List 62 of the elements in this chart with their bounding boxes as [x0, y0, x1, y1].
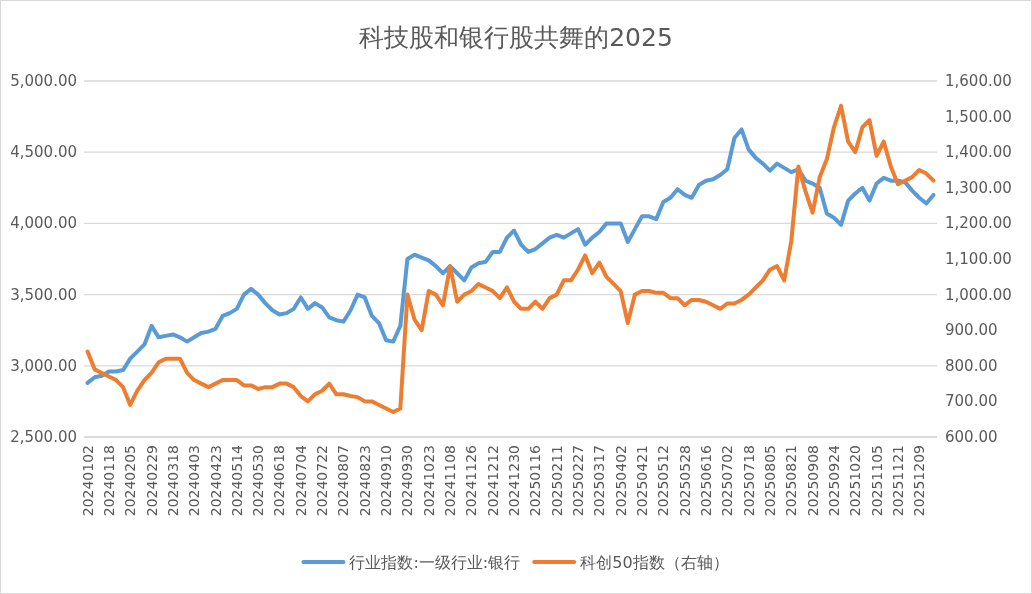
x-tick-label: 20240807: [335, 445, 352, 517]
y-tick-label: 4,000.00: [10, 214, 77, 233]
x-tick-label: 20250718: [740, 445, 757, 517]
x-tick-label: 20250908: [804, 445, 821, 517]
x-tick-label: 20250702: [719, 445, 736, 517]
x-tick-label: 20251121: [889, 445, 906, 517]
x-tick-label: 20250421: [634, 445, 650, 517]
x-tick-label: 20251020: [847, 445, 864, 517]
x-tick-label: 20250227: [570, 445, 587, 517]
x-tick-label: 20240823: [356, 445, 373, 517]
x-tick-label: 20241230: [506, 445, 523, 517]
x-tick-label: 20250805: [761, 445, 778, 517]
y2-tick-label: 900.00: [945, 321, 998, 340]
x-tick-label: 20240118: [100, 445, 117, 517]
x-tick-label: 20250211: [548, 445, 565, 517]
chart-title: 科技股和银行股共舞的2025: [359, 23, 673, 52]
x-tick-label: 20250616: [697, 444, 714, 517]
y2-tick-label: 1,100.00: [945, 250, 1012, 268]
x-tick-label: 20250924: [825, 444, 842, 517]
x-tick-label: 20251105: [868, 445, 885, 517]
x-tick-label: 20240704: [292, 444, 309, 517]
x-tick-label: 20250116: [527, 444, 544, 517]
x-tick-label: 20240403: [186, 445, 203, 517]
x-tick-label: 20250528: [676, 445, 693, 517]
y2-tick-label: 1,500.00: [945, 107, 1012, 126]
y2-tick-label: 1,600.00: [945, 72, 1012, 90]
y-tick-label: 3,000.00: [10, 356, 77, 375]
y-tick-label: 4,500.00: [10, 143, 77, 162]
x-tick-label: 20250317: [591, 445, 608, 517]
y2-tick-label: 600.00: [945, 428, 998, 446]
x-tick-label: 20240618: [271, 445, 288, 517]
x-tick-label: 20240423: [207, 445, 224, 517]
x-tick-label: 20240229: [143, 445, 160, 517]
x-tick-label: 20251209: [911, 445, 928, 517]
y2-tick-label: 1,200.00: [945, 214, 1012, 233]
x-tick-label: 20241212: [484, 445, 501, 517]
x-tick-label: 20240930: [399, 445, 416, 517]
y-tick-label: 5,000.00: [10, 72, 77, 90]
x-tick-label: 20240102: [79, 445, 96, 517]
x-tick-label: 20250821: [783, 445, 800, 517]
x-tick-label: 20240910: [378, 445, 395, 517]
x-tick-label: 20241126: [463, 444, 480, 517]
x-tick-label: 20240205: [122, 445, 139, 517]
y2-tick-label: 1,400.00: [945, 143, 1012, 162]
legend-label: 行业指数:一级行业:银行: [349, 553, 521, 572]
y2-tick-label: 800.00: [945, 356, 998, 375]
x-tick-label: 20241023: [420, 445, 437, 517]
x-tick-label: 20241108: [442, 445, 459, 517]
y-tick-label: 3,500.00: [10, 285, 77, 304]
x-tick-label: 20250402: [612, 445, 629, 517]
x-tick-label: 20240514: [228, 444, 245, 517]
line-series: [85, 127, 936, 385]
y-tick-label: 2,500.00: [10, 428, 77, 446]
line-series: [85, 103, 936, 415]
x-tick-label: 20240722: [314, 445, 331, 517]
y2-tick-label: 700.00: [945, 392, 998, 411]
x-tick-label: 20250512: [655, 445, 672, 517]
x-tick-label: 20240318: [164, 445, 181, 517]
x-tick-label: 20240530: [250, 445, 267, 517]
legend-label: 科创50指数（右轴）: [580, 553, 729, 572]
y2-tick-label: 1,300.00: [945, 178, 1012, 197]
y2-tick-label: 1,000.00: [945, 285, 1012, 304]
